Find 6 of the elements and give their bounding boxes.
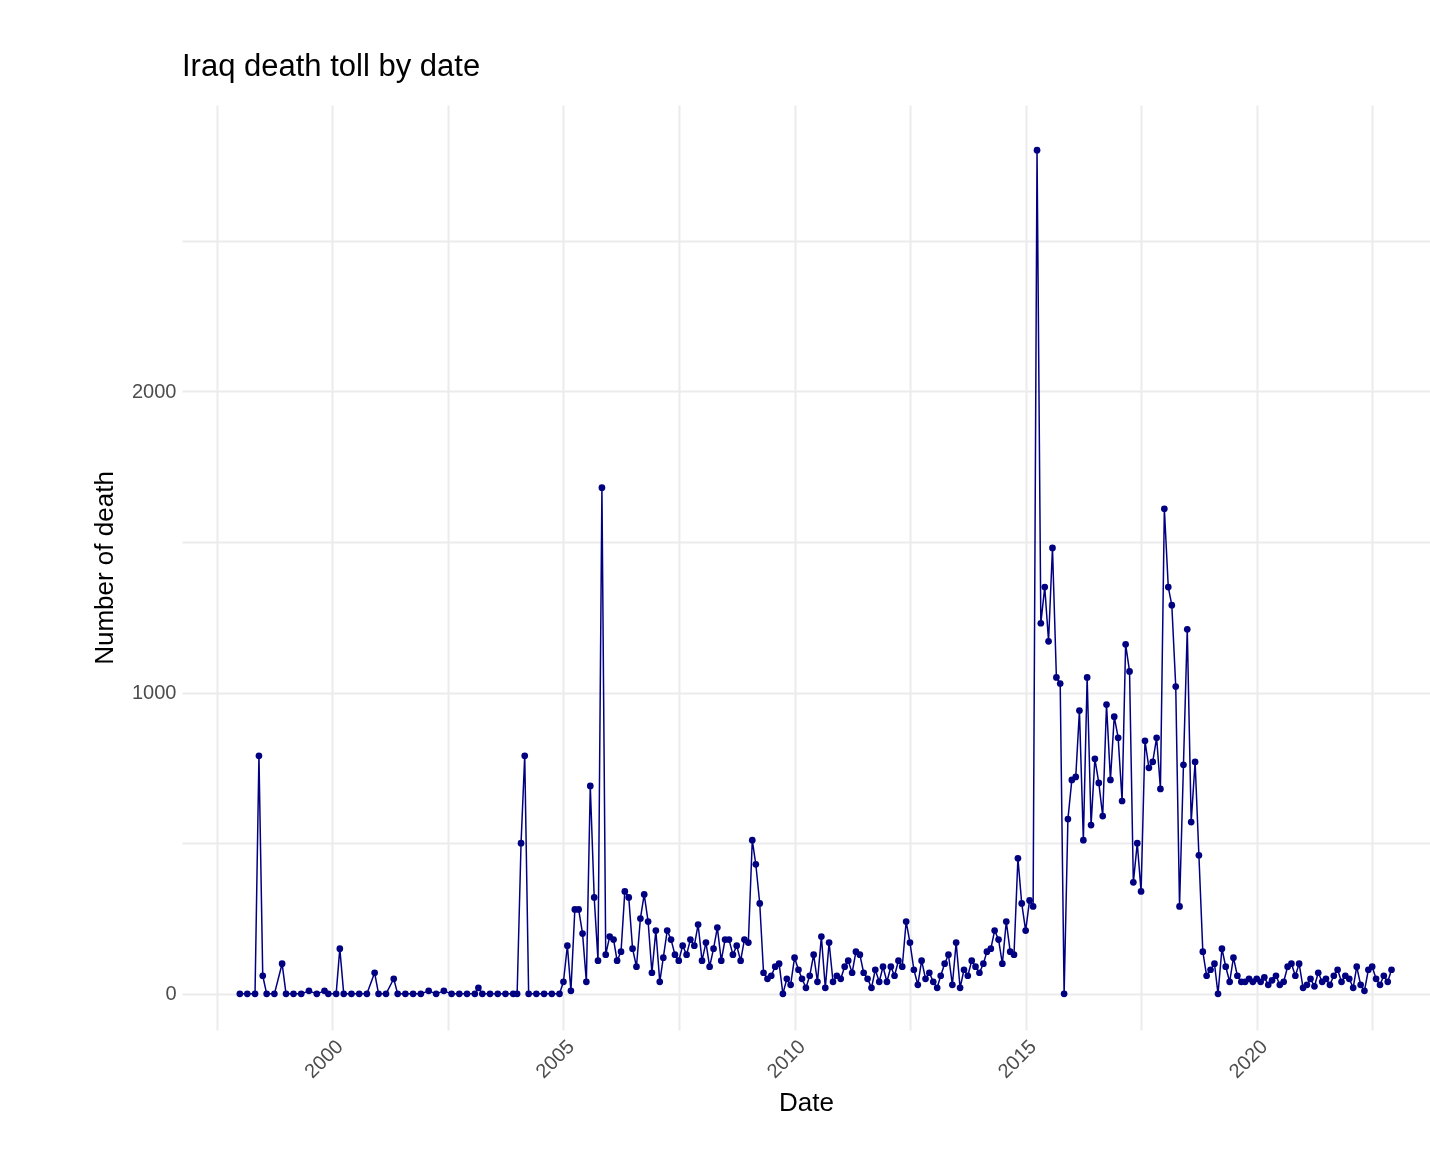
x-axis-title: Date	[779, 1087, 834, 1118]
chart-title: Iraq death toll by date	[182, 48, 481, 83]
y-tick-label: 1000	[132, 681, 177, 704]
y-tick-label: 0	[165, 982, 177, 1005]
y-axis-title: Number of death	[89, 471, 120, 665]
y-tick-label: 2000	[132, 379, 177, 402]
